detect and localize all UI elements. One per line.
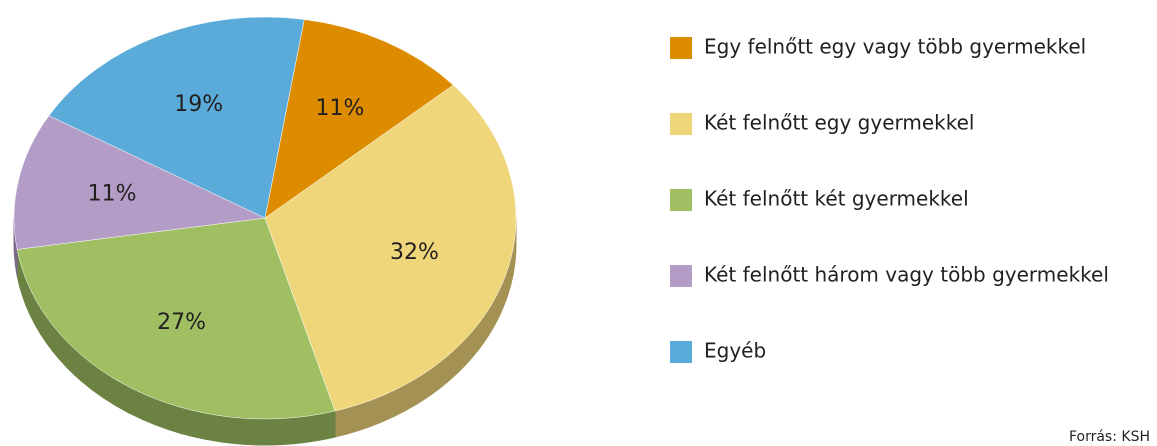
- data-label: 19%: [174, 92, 223, 117]
- legend-label: Két felnőtt két gyermekkel: [704, 187, 969, 211]
- legend-swatch: [670, 341, 692, 363]
- slice: [48, 16, 305, 219]
- legend-label: Két felnőtt egy gyermekkel: [704, 111, 974, 135]
- legend-swatch: [670, 265, 692, 287]
- data-label: 11%: [88, 182, 137, 207]
- data-label: 32%: [390, 240, 439, 265]
- data-label: 27%: [157, 310, 206, 335]
- slice: [264, 19, 454, 219]
- slice: [264, 84, 517, 412]
- legend-label: Két felnőtt három vagy több gyermekkel: [704, 263, 1109, 287]
- slice: [16, 217, 336, 420]
- legend-swatch: [670, 113, 692, 135]
- legend-label: Egy felnőtt egy vagy több gyermekkel: [704, 35, 1086, 59]
- legend-swatch: [670, 37, 692, 59]
- data-label: 11%: [316, 96, 365, 121]
- source-note: Forrás: KSH: [1069, 429, 1150, 445]
- legend-swatch: [670, 189, 692, 211]
- legend-label: Egyéb: [704, 339, 766, 363]
- slice: [13, 115, 266, 250]
